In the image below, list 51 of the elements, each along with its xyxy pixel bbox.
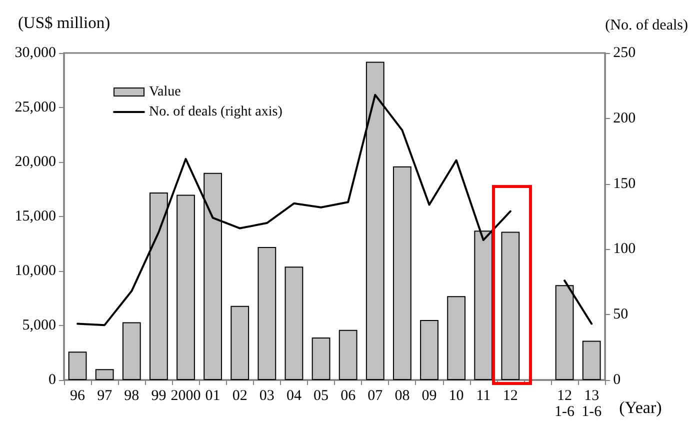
bar <box>122 322 141 380</box>
y2-tick-label: 100 <box>613 241 636 258</box>
x-tick-label: 11 <box>476 388 491 404</box>
bar <box>284 266 304 380</box>
x-tick-label: 05 <box>314 388 329 404</box>
x-tick-label: 99 <box>151 388 166 404</box>
x-tick-label: 12 1-6 <box>554 388 576 420</box>
y-tick-label: 25,000 <box>14 100 56 116</box>
x-tick-label: 13 1-6 <box>582 388 602 420</box>
bar <box>582 340 601 380</box>
y2-axis-title: (No. of deals) <box>605 18 688 34</box>
bar <box>230 306 250 380</box>
y2-tick-label: 50 <box>613 306 628 323</box>
bar <box>338 330 358 380</box>
y2-tick-label: 0 <box>613 372 621 388</box>
y-tick-label: 15,000 <box>14 208 56 224</box>
bar <box>176 194 195 380</box>
x-tick-label: 12 <box>502 388 518 404</box>
x-tick-label: 98 <box>124 388 140 404</box>
bar <box>420 320 438 380</box>
bar <box>447 296 466 380</box>
bar <box>258 247 276 380</box>
y-tick-label: 0 <box>48 372 56 388</box>
x-tick-label: 2000 <box>170 388 201 404</box>
y-tick-label: 5,000 <box>22 318 56 334</box>
x-axis-title: (Year) <box>619 398 662 417</box>
x-tick-label: 10 <box>448 388 464 404</box>
x-tick-label: 07 <box>368 388 384 404</box>
bar <box>312 337 330 380</box>
x-tick-label: 04 <box>286 388 302 404</box>
x-tick-label: 06 <box>340 388 356 404</box>
legend-label: Value <box>149 84 181 100</box>
x-tick-label: 03 <box>259 388 274 404</box>
bar <box>392 166 412 380</box>
bar <box>95 369 114 380</box>
y2-tick-label: 150 <box>613 176 636 192</box>
y-tick-label: 10,000 <box>14 263 56 279</box>
x-tick-label: 01 <box>205 388 220 404</box>
bar <box>68 352 87 380</box>
y-tick-label: 30,000 <box>14 45 56 61</box>
bar <box>501 232 520 380</box>
legend-label: No. of deals (right axis) <box>149 104 283 120</box>
y2-tick-label: 250 <box>613 45 636 61</box>
x-tick-label: 97 <box>97 388 113 404</box>
x-tick-label: 02 <box>232 388 248 404</box>
x-tick-label: 09 <box>422 388 437 404</box>
x-tick-label: 08 <box>394 388 410 404</box>
y-axis-title: (US$ million) <box>18 13 110 32</box>
x-tick-label: 96 <box>70 388 86 404</box>
y-tick-label: 20,000 <box>14 154 56 170</box>
y2-tick-label: 200 <box>613 110 636 126</box>
